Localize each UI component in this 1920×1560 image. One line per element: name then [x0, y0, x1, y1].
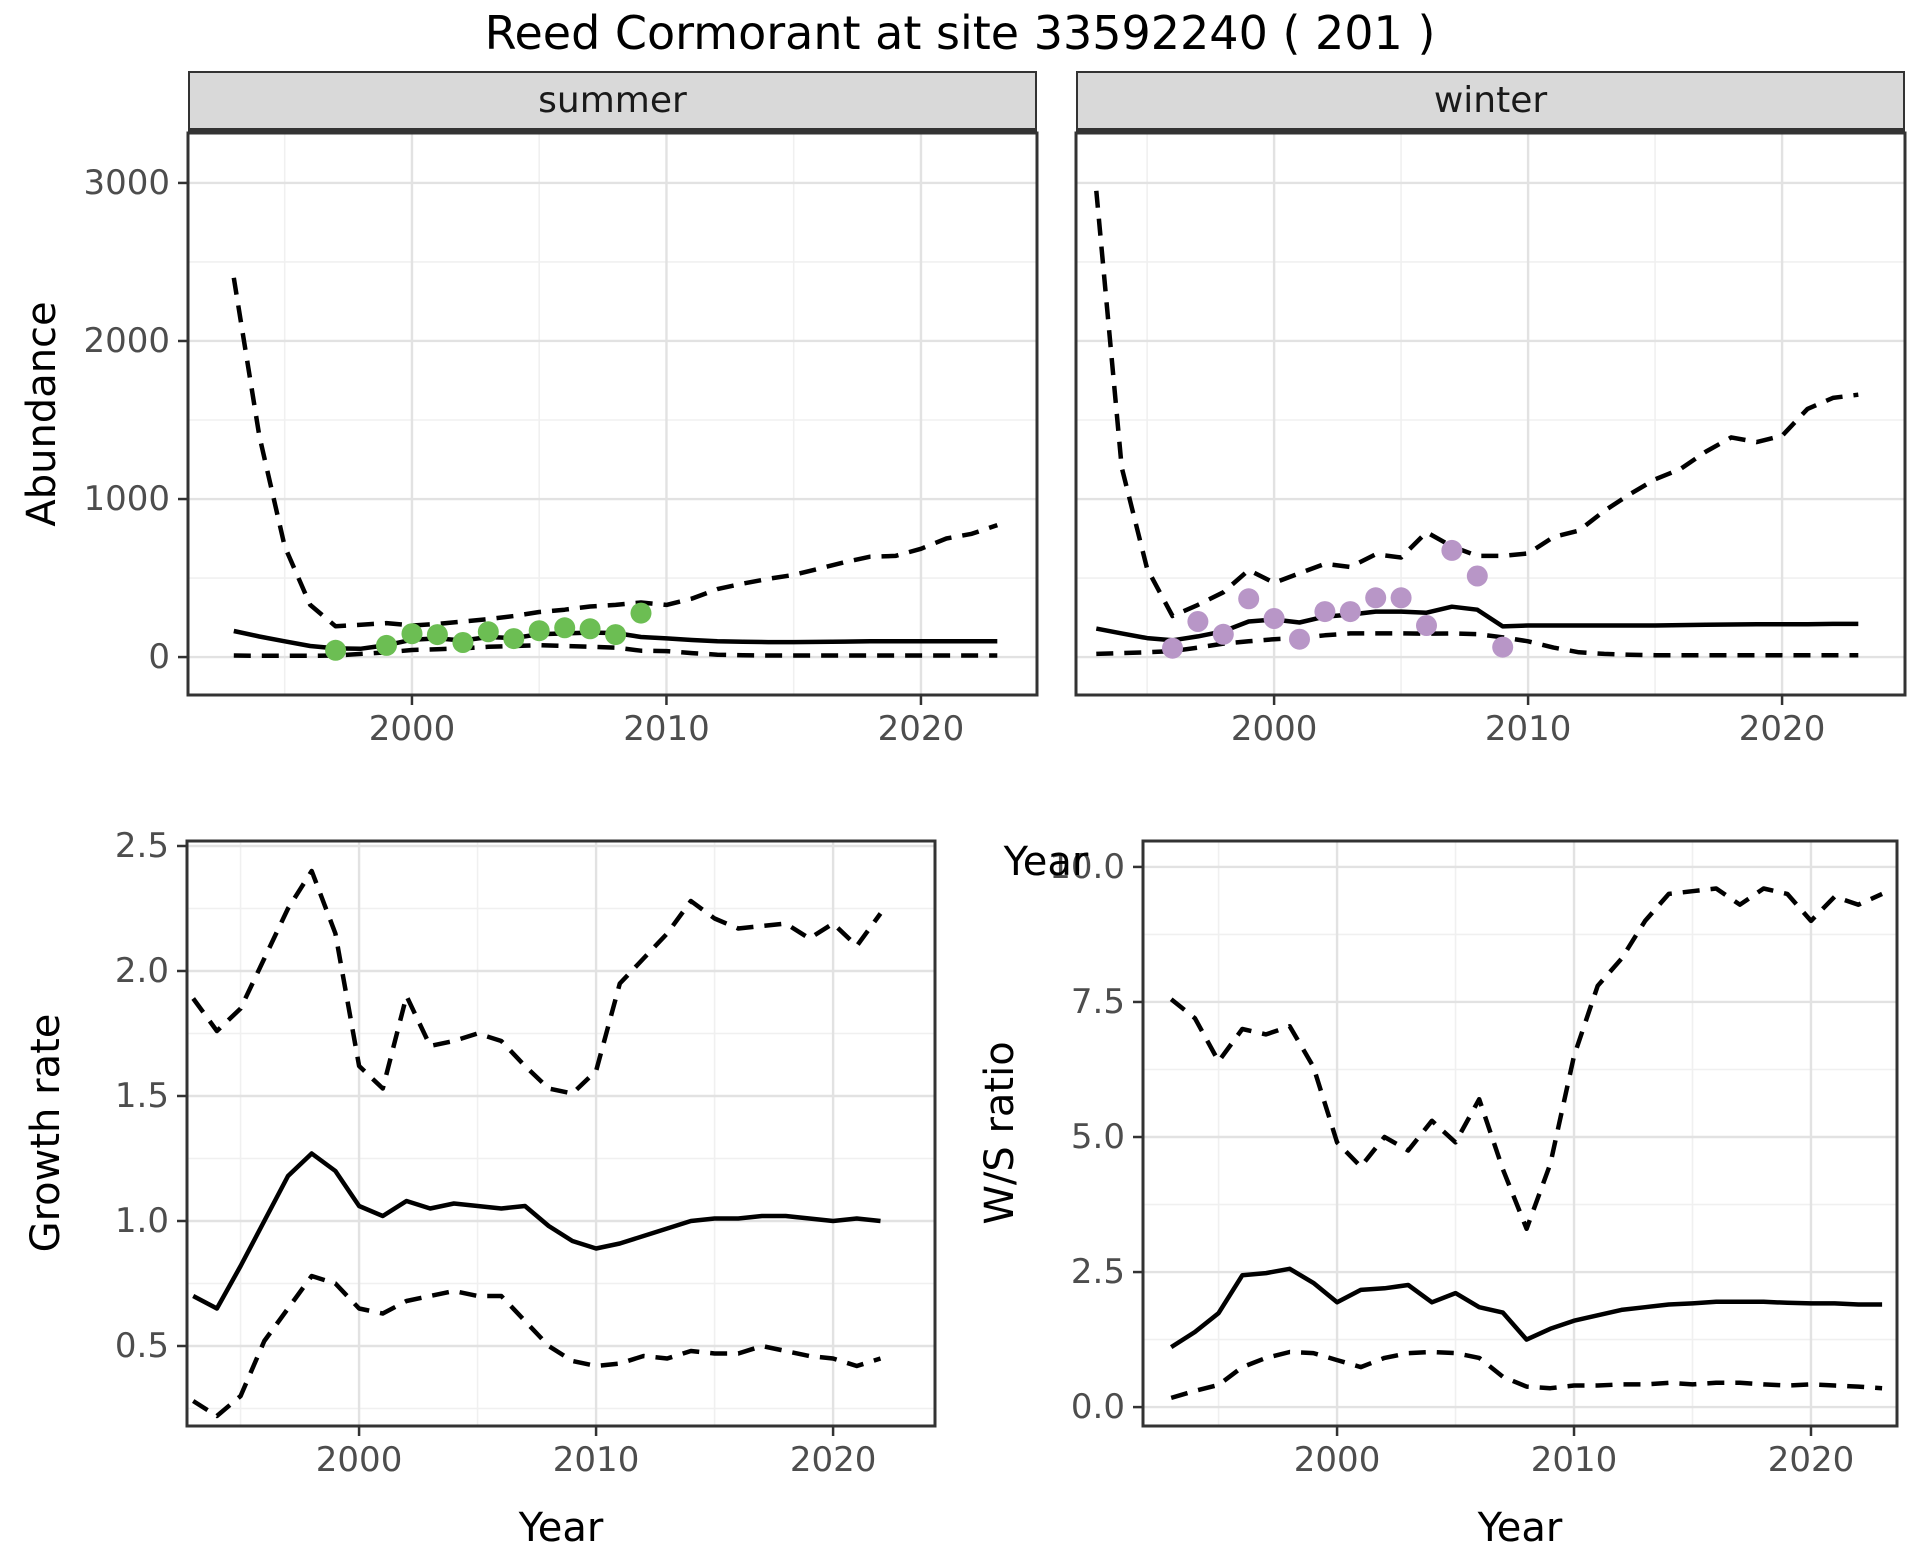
observed-point: [1339, 601, 1361, 623]
y-tick-label: 1.0: [115, 1201, 169, 1241]
x-axis-title-year-bottom-right: Year: [1477, 1505, 1563, 1551]
y-tick-label: 2000: [83, 321, 170, 361]
observed-point: [452, 632, 474, 653]
x-tick-label: 2010: [1531, 1440, 1618, 1480]
observed-point: [503, 628, 525, 650]
series-lower_ci-growth-rate: [191, 1273, 882, 1419]
x-tick-label: 2010: [1485, 709, 1572, 749]
observed-point: [554, 617, 576, 639]
observed-point: [401, 623, 423, 645]
x-tick-label: 2020: [790, 1440, 877, 1480]
x-tick-label: 2000: [1231, 709, 1318, 749]
observed-point: [477, 621, 499, 643]
series-upper_ci-ws-ratio: [1169, 886, 1884, 1232]
facet-label-winter: winter: [1433, 80, 1548, 121]
observed-point: [630, 602, 652, 624]
series-median-growth-rate: [192, 1151, 881, 1311]
observed-point: [1212, 623, 1234, 645]
y-tick-label: 2.5: [115, 826, 169, 866]
series-upper_ci-abundance-summer: [231, 277, 999, 629]
observed-point: [376, 634, 397, 656]
series-upper_ci-growth-rate: [191, 868, 883, 1096]
observed-point: [1289, 628, 1310, 650]
y-tick-label: 0.0: [1071, 1387, 1125, 1427]
series-lower_ci-ws-ratio: [1170, 1349, 1883, 1401]
observed-point: [1263, 608, 1285, 629]
x-axis-title-year-bottom-left: Year: [518, 1505, 604, 1551]
y-tick-label: 0: [148, 637, 170, 677]
y-axis-title-abundance: Abundance: [19, 301, 65, 527]
observed-point: [426, 624, 448, 646]
observed-point: [579, 618, 601, 640]
x-tick-label: 2020: [878, 709, 965, 749]
x-tick-label: 2000: [316, 1440, 403, 1480]
series-lower_ci-abundance-summer: [233, 642, 998, 659]
facet-label-summer: summer: [538, 80, 687, 121]
series-upper_ci-abundance-winter: [1094, 190, 1859, 619]
y-tick-label: 1.5: [115, 1076, 169, 1116]
x-tick-label: 2000: [369, 709, 456, 749]
y-tick-label: 7.5: [1071, 982, 1125, 1022]
y-tick-label: 0.5: [115, 1326, 169, 1366]
panel-abundance-winter: 2000 2010 2020: [1074, 131, 1907, 749]
observed-point: [325, 639, 347, 661]
facet-strip-summer: summer: [188, 71, 1037, 133]
observed-point: [1441, 539, 1463, 561]
observed-point: [1416, 615, 1437, 636]
x-tick-label: 2020: [1739, 709, 1826, 749]
y-axis-title-growth-rate: Growth rate: [23, 1013, 69, 1253]
observed-point: [1466, 565, 1488, 587]
y-tick-label: 10.0: [1049, 847, 1125, 887]
panel-ws-ratio: 2000 2010 2020 0.0 2.5 5.0 7.5 10.0: [1049, 839, 1899, 1480]
observed-point: [528, 620, 550, 642]
y-tick-label: 5.0: [1071, 1117, 1125, 1157]
panel-abundance-summer: 2000 2010 2020 0 1000 2000 3000: [83, 131, 1039, 749]
observed-point: [1162, 637, 1183, 659]
y-tick-label: 3000: [83, 163, 170, 203]
panel-growth-rate: 2000 2010 2020 0.5 1.0 1.5 2.0 2.5: [115, 826, 937, 1480]
x-tick-label: 2020: [1768, 1440, 1855, 1480]
observed-point: [605, 624, 627, 646]
series-median-ws-ratio: [1169, 1266, 1883, 1349]
observed-point: [1365, 587, 1387, 609]
x-tick-label: 2010: [623, 709, 710, 749]
observed-point: [1492, 636, 1514, 658]
observed-point: [1187, 611, 1209, 632]
x-tick-label: 2000: [1294, 1440, 1381, 1480]
observed-point: [1238, 588, 1260, 610]
x-axis-title-year-top: Year: [1003, 839, 1089, 885]
y-tick-label: 2.0: [115, 951, 169, 991]
plot-title: Reed Cormorant at site 33592240 ( 201 ): [484, 6, 1436, 60]
observed-point: [1314, 601, 1336, 623]
y-tick-label: 2.5: [1071, 1252, 1125, 1292]
y-tick-label: 1000: [83, 479, 170, 519]
observed-point: [1390, 587, 1412, 609]
y-axis-title-ws-ratio: W/S ratio: [977, 1041, 1023, 1225]
facet-strip-winter: winter: [1076, 71, 1905, 133]
x-tick-label: 2010: [553, 1440, 640, 1480]
